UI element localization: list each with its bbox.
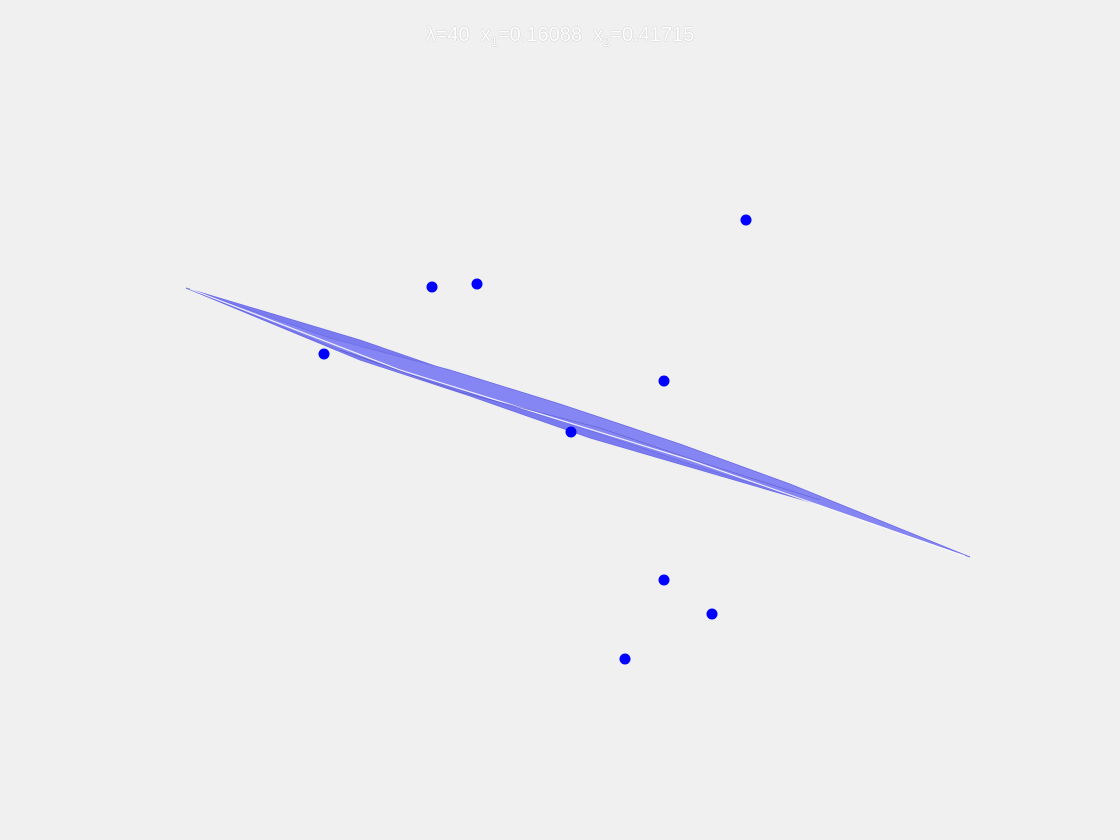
data-point-9 — [619, 653, 631, 665]
title-x1-subscript: 1 — [490, 34, 498, 49]
title-x2-value: =0.41715 — [610, 24, 695, 46]
title-x1-name: x — [480, 24, 491, 46]
data-point-8 — [706, 608, 718, 620]
data-point-2 — [426, 281, 438, 293]
data-point-4 — [318, 348, 330, 360]
data-point-3 — [471, 278, 483, 290]
surface-highlight — [189, 288, 966, 557]
data-point-6 — [565, 426, 577, 438]
title-x2-subscript: 2 — [603, 34, 611, 49]
title-lambda-value: =40 — [435, 24, 470, 46]
title-lambda-symbol: λ — [425, 24, 436, 46]
surface-edge-line — [339, 349, 821, 501]
title-x2-name: x — [593, 24, 604, 46]
title-x1-value: =0.16088 — [497, 24, 582, 46]
fitted-surface — [185, 287, 971, 558]
data-point-1 — [740, 214, 752, 226]
data-points — [318, 214, 752, 665]
plot-title: λ=40 x1=0.16088 x2=0.41715 — [0, 24, 1120, 49]
data-point-7 — [658, 574, 670, 586]
data-point-5 — [658, 375, 670, 387]
